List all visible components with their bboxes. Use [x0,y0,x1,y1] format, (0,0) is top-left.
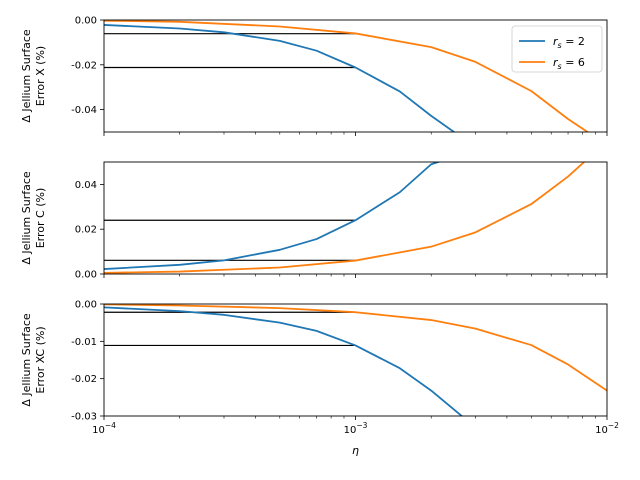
y-tick-label: -0.01 [71,337,97,348]
x-tick-base: 10 [344,425,357,436]
y-axis-label-line: Δ Jellium Surface [20,313,33,407]
y-tick-label: -0.02 [71,60,97,71]
y-axis-label: Δ Jellium SurfaceError C (%) [20,171,47,265]
series-line-rs6 [104,304,607,392]
series-line-rs2 [104,306,464,416]
y-tick-label: -0.04 [71,105,97,116]
y-tick-label: 0.00 [75,300,97,311]
y-tick-label: -0.02 [71,374,97,385]
y-axis-label: Δ Jellium SurfaceError XC (%) [20,313,47,407]
series-line-rs2 [104,162,442,270]
y-tick-label: 0.02 [75,225,97,236]
x-tick-exponent: −4 [105,421,116,430]
plot-area [104,304,607,416]
x-tick-label: 10−2 [595,421,619,436]
plot-area [104,162,586,274]
series-line-rs6 [104,20,590,132]
legend-suffix: = 2 [562,35,585,48]
y-axis-label-line: Error X (%) [34,46,47,106]
legend-entry-label: rs = 2 [553,35,585,50]
y-axis-label: Δ Jellium SurfaceError X (%) [20,29,47,123]
y-tick-label: 0.00 [75,270,97,281]
y-axis-label-line: Δ Jellium Surface [20,29,33,123]
chart-panel-2: 0.00 0.02 0.04 Δ Jellium SurfaceError C (%) [20,161,608,281]
y-axis-label-line: Error C (%) [34,188,47,249]
x-tick-base: 10 [595,425,608,436]
series-line-rs2 [104,24,456,132]
legend-symbol: r [553,56,559,69]
x-axis-label: η [352,444,359,457]
chart-panel-3: 0.00 -0.01 -0.02 -0.03 Δ Jellium SurfaceErro… [20,300,619,458]
legend-subscript: s [558,41,562,50]
legend: rs = 2rs = 6 [511,25,603,73]
y-axis-label-line: Error XC (%) [34,326,47,393]
y-tick-label: 0.00 [75,16,97,27]
legend-symbol: r [553,35,559,48]
legend-entry-label: rs = 6 [553,56,585,71]
axes-frame [103,303,608,417]
x-tick-base: 10 [92,425,105,436]
x-tick-exponent: −3 [356,421,367,430]
y-tick-label: 0.04 [75,180,97,191]
x-tick-label: 10−3 [344,421,368,436]
y-axis-label-line: Δ Jellium Surface [20,171,33,265]
y-tick-label: -0.03 [71,412,97,423]
legend-subscript: s [558,62,562,71]
series-line-rs6 [104,162,586,274]
x-tick-exponent: −2 [608,421,619,430]
legend-suffix: = 6 [562,56,585,69]
chart-panel-1: 0.00 -0.02 -0.04 Δ Jellium SurfaceError X (… [20,16,608,136]
plot-area [104,20,590,132]
legend-box [511,25,603,73]
axes-frame [103,161,608,275]
x-tick-label: 10−4 [92,421,116,436]
